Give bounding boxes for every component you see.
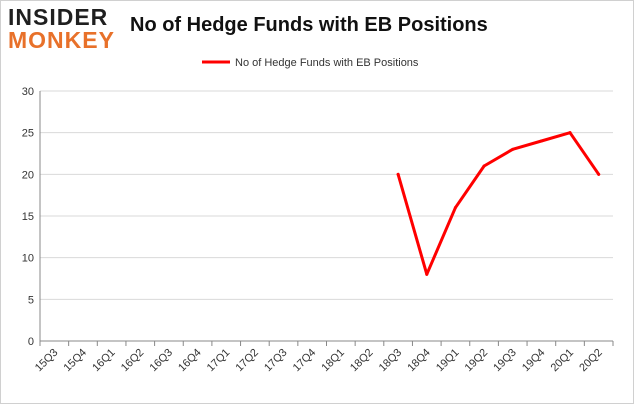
x-tick-label: 18Q1 [319, 347, 347, 375]
chart-title: No of Hedge Funds with EB Positions [130, 14, 488, 36]
axes [39, 91, 614, 346]
legend: No of Hedge Funds with EB Positions [202, 57, 419, 69]
y-tick-label: 5 [28, 294, 34, 306]
x-tick-label: 17Q1 [205, 347, 233, 375]
x-tick-label: 16Q2 [119, 347, 147, 375]
x-tick-label: 20Q1 [549, 347, 577, 375]
x-tick-label: 19Q2 [463, 347, 491, 375]
data-point [453, 206, 457, 210]
y-tick-label: 10 [22, 253, 34, 265]
x-tick-label: 18Q2 [348, 347, 376, 375]
x-tick-labels: 15Q3 15Q4 16Q1 16Q2 16Q3 16Q4 17Q1 17Q2 17Q3 17Q4… [33, 347, 605, 375]
data-point [396, 172, 400, 176]
series-line [396, 131, 601, 276]
y-tick-label: 25 [22, 128, 34, 140]
y-tick-label: 20 [22, 169, 34, 181]
x-tick-label: 18Q3 [377, 347, 405, 375]
y-tick-label: 0 [28, 336, 34, 348]
series-lines [396, 131, 601, 276]
x-tick-label: 19Q4 [520, 347, 548, 375]
logo-line-1: INSIDER [8, 4, 109, 30]
y-tick-labels: 0 5 10 15 20 25 30 [22, 86, 34, 348]
legend-label: No of Hedge Funds with EB Positions [235, 57, 419, 69]
x-tick-label: 19Q3 [491, 347, 519, 375]
data-point [425, 272, 429, 276]
x-tick-label: 17Q3 [262, 347, 290, 375]
x-tick-label: 17Q2 [233, 347, 261, 375]
data-point [482, 164, 486, 168]
data-point [539, 139, 543, 143]
x-tick-label: 18Q4 [405, 347, 433, 375]
y-tick-label: 30 [22, 86, 34, 98]
x-tick-label: 16Q1 [90, 347, 118, 375]
x-tick-label: 20Q2 [577, 347, 605, 375]
y-tick-label: 15 [22, 211, 34, 223]
insider-monkey-logo: INSIDER MONKEY [8, 6, 115, 52]
logo-line-2: MONKEY [8, 27, 115, 53]
x-tick-label: 19Q1 [434, 347, 462, 375]
x-tick-label: 15Q4 [62, 347, 90, 375]
grid-lines [40, 90, 613, 300]
data-point [511, 147, 515, 151]
data-point [597, 172, 601, 176]
x-tick-label: 15Q3 [33, 347, 61, 375]
x-tick-label: 17Q4 [291, 347, 319, 375]
data-point [568, 131, 572, 135]
x-tick-label: 16Q4 [176, 347, 204, 375]
x-tick-label: 16Q3 [148, 347, 176, 375]
